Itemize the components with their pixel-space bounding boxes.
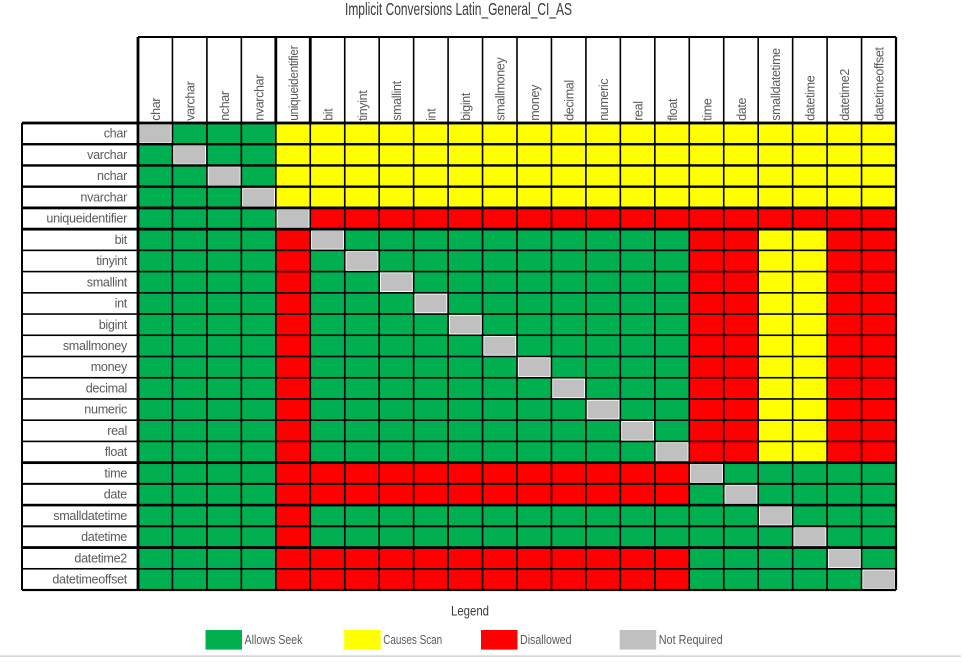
svg-text:tinyint: tinyint	[356, 90, 370, 121]
svg-text:smallint: smallint	[390, 80, 404, 120]
svg-text:float: float	[666, 98, 680, 121]
svg-text:bigint: bigint	[459, 92, 473, 121]
svg-text:nvarchar: nvarchar	[252, 75, 266, 121]
svg-text:uniqueidentifier: uniqueidentifier	[46, 212, 127, 226]
svg-text:bigint: bigint	[99, 318, 128, 332]
svg-text:char: char	[149, 98, 163, 121]
svg-text:money: money	[528, 84, 542, 121]
svg-text:date: date	[735, 97, 749, 120]
svg-text:smallint: smallint	[87, 275, 128, 289]
svg-text:smalldatetime: smalldatetime	[769, 48, 783, 121]
svg-text:Allows Seek: Allows Seek	[245, 632, 303, 647]
svg-text:tinyint: tinyint	[96, 254, 128, 268]
svg-text:varchar: varchar	[87, 148, 127, 162]
svg-text:datetimeoffset: datetimeoffset	[873, 47, 887, 121]
svg-text:bit: bit	[321, 108, 335, 121]
svg-text:time: time	[104, 466, 127, 480]
svg-text:char: char	[104, 127, 127, 141]
svg-text:datetimeoffset: datetimeoffset	[52, 572, 127, 586]
svg-text:real: real	[631, 101, 645, 120]
svg-text:datetime: datetime	[804, 75, 818, 121]
svg-text:int: int	[425, 108, 439, 121]
svg-text:time: time	[700, 98, 714, 121]
svg-text:Disallowed: Disallowed	[520, 632, 572, 647]
svg-text:bit: bit	[115, 233, 128, 247]
svg-text:money: money	[91, 360, 128, 374]
svg-text:datetime: datetime	[81, 530, 127, 544]
svg-text:smallmoney: smallmoney	[494, 57, 508, 121]
svg-text:date: date	[104, 488, 128, 502]
svg-text:Causes Scan: Causes Scan	[383, 632, 442, 647]
svg-text:Implicit Conversions Latin_Gen: Implicit Conversions Latin_General_CI_AS	[345, 0, 572, 20]
svg-text:smallmoney: smallmoney	[63, 339, 128, 353]
svg-text:nvarchar: nvarchar	[80, 190, 127, 204]
svg-text:uniqueidentifier: uniqueidentifier	[287, 46, 301, 121]
svg-text:decimal: decimal	[562, 80, 576, 121]
svg-text:decimal: decimal	[86, 381, 127, 395]
svg-text:float: float	[105, 445, 128, 459]
svg-text:numeric: numeric	[84, 403, 127, 417]
svg-text:numeric: numeric	[597, 79, 611, 121]
svg-text:int: int	[115, 297, 128, 311]
svg-text:datetime2: datetime2	[838, 69, 852, 121]
svg-text:varchar: varchar	[183, 81, 197, 120]
svg-text:smalldatetime: smalldatetime	[53, 509, 127, 523]
svg-text:Legend: Legend	[451, 603, 489, 618]
svg-text:datetime2: datetime2	[74, 551, 127, 565]
svg-text:nchar: nchar	[97, 169, 127, 183]
svg-text:real: real	[107, 424, 127, 438]
svg-text:nchar: nchar	[218, 91, 232, 121]
svg-text:Not Required: Not Required	[659, 632, 723, 647]
